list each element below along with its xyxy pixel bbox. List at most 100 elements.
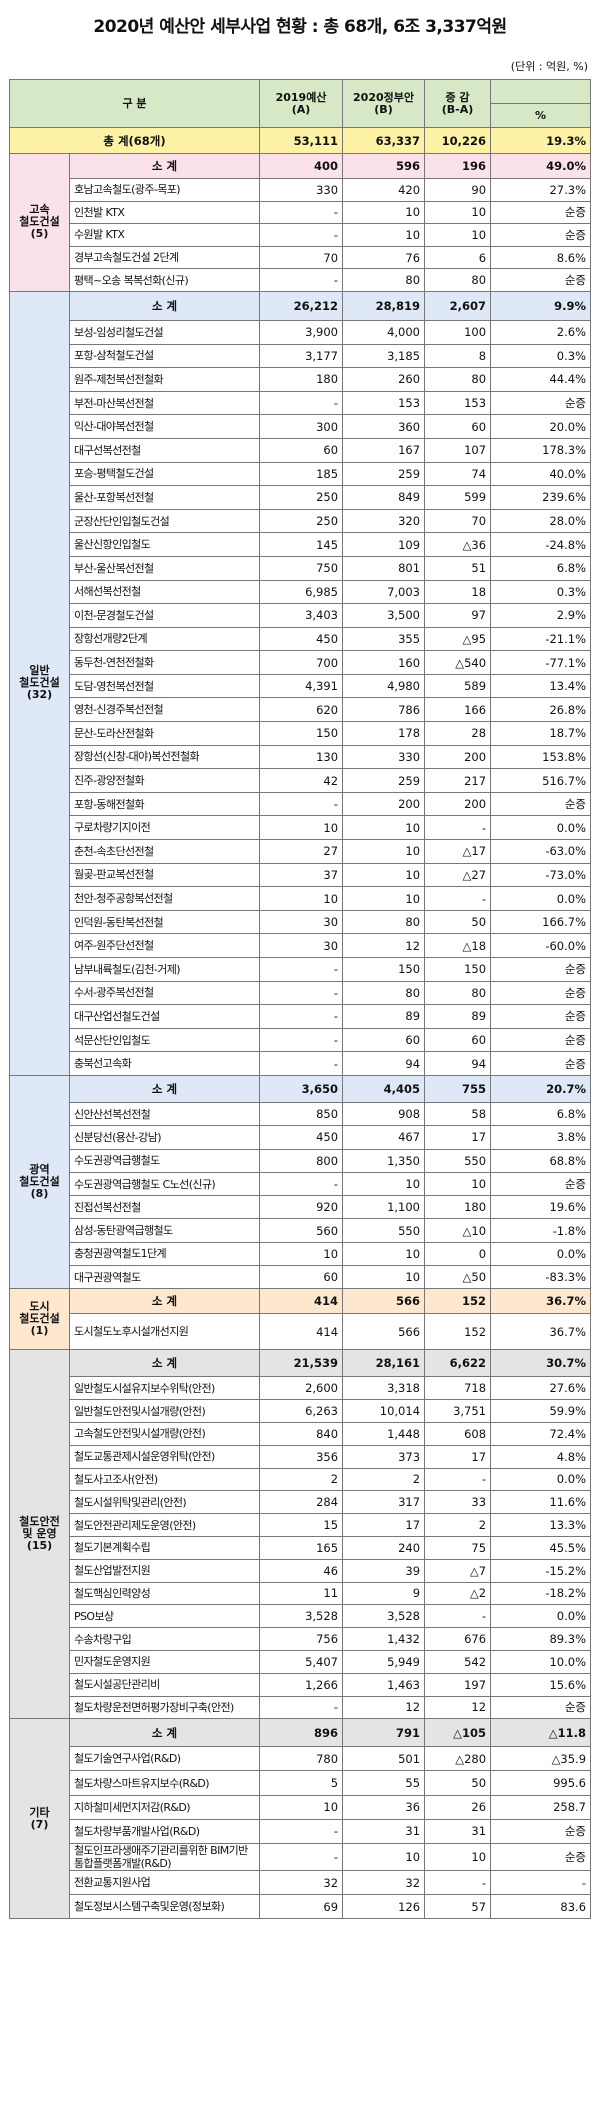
item-change: 550: [424, 1148, 492, 1173]
item-2020: 360: [342, 414, 426, 439]
item-2020: 12: [342, 1695, 426, 1720]
item-pct: 89.3%: [490, 1627, 592, 1651]
item-2019: -: [259, 1051, 344, 1076]
item-2020: 420: [342, 178, 426, 202]
header-category: 구 분: [8, 79, 261, 128]
item-pct: 순증: [490, 1027, 592, 1053]
table-row: 평택~오송 복복선화(신규) -80 80 순증: [10, 268, 592, 292]
subtotal-pct: 9.9%: [490, 290, 592, 321]
table-row: 보성-임성리철도건설 3,900 4,000 100 2.6%: [10, 319, 592, 345]
table-row: 철도기본계획수립 165 240 75 45.5%: [10, 1535, 592, 1560]
table-row: 수서-광주복선전철 -80 80 순증: [10, 980, 592, 1006]
total-2019: 53,111: [259, 127, 344, 154]
item-name: 군장산단인입철도건설: [68, 508, 261, 534]
item-name: 충청권광역철도1단계: [68, 1241, 261, 1267]
table-row: 부전-마산복선전철 -153 153 순증: [10, 390, 592, 416]
item-2020: 1,448: [342, 1421, 426, 1446]
item-2019: -: [259, 1818, 344, 1845]
item-name: 일반철도안전및시설개량(안전): [68, 1399, 261, 1423]
item-pct: 10.0%: [490, 1649, 592, 1674]
item-change: -: [424, 1467, 492, 1492]
table-row: 문산-도라산전철화 150 178 28 18.7%: [10, 721, 592, 746]
item-change: 166: [424, 697, 492, 723]
item-change: △17: [424, 839, 492, 864]
item-change: 197: [424, 1672, 492, 1697]
header-2020-sub: (B): [374, 102, 393, 116]
item-name: 울산신항인입철도: [68, 532, 261, 557]
item-change: 608: [424, 1421, 492, 1446]
item-2020: 4,980: [342, 673, 426, 699]
item-name: 지하철미세먼지저감(R&D): [68, 1794, 261, 1820]
item-name: 철도시설위탁및관리(안전): [68, 1490, 261, 1515]
item-pct: 순증: [490, 980, 592, 1006]
unit-note: (단위 : 억원, %): [510, 60, 588, 73]
item-2020: 36: [342, 1794, 426, 1820]
item-change: -: [424, 886, 492, 911]
page-title: 2020년 예산안 세부사업 현황 : 총 68개, 6조 3,337억원: [93, 17, 507, 37]
item-pct: △35.9: [490, 1746, 592, 1772]
item-2020: 3,185: [342, 343, 426, 369]
item-pct: 순증: [490, 1818, 592, 1845]
item-change: -: [424, 1870, 492, 1896]
item-2019: 2,600: [259, 1376, 344, 1401]
item-name: 수도권광역급행철도: [68, 1148, 261, 1173]
item-change: 18: [424, 579, 492, 605]
item-change: 75: [424, 1535, 492, 1560]
item-pct: 178.3%: [490, 437, 592, 463]
item-change: 58: [424, 1101, 492, 1127]
item-2020: 10: [342, 886, 426, 911]
item-change: 10: [424, 1843, 492, 1872]
item-2019: 10: [259, 1794, 344, 1820]
subtotal-change: △105: [424, 1718, 492, 1748]
item-2019: 850: [259, 1101, 344, 1127]
item-name: 이천-문경철도건설: [68, 603, 261, 628]
table-row: 철도시설공단관리비 1,266 1,463 197 15.6%: [10, 1672, 592, 1697]
group-label: 광역 철도건설 (8): [9, 1074, 70, 1290]
subtotal-2020: 596: [342, 153, 426, 179]
group-label: 기타 (7): [9, 1718, 70, 1920]
header-change-sub: (B-A): [441, 102, 474, 116]
item-2019: 42: [259, 768, 344, 793]
item-2020: 9: [342, 1581, 426, 1606]
subtotal-2019: 400: [259, 153, 344, 179]
item-pct: 20.0%: [490, 414, 592, 439]
item-pct: -83.3%: [490, 1265, 592, 1290]
subtotal-label: 소 계: [68, 1349, 261, 1378]
subtotal-pct: 49.0%: [490, 153, 592, 179]
table-row: 충북선고속화 -94 94 순증: [10, 1051, 592, 1076]
subtotal-2019: 414: [259, 1288, 344, 1315]
item-pct: 2.9%: [490, 603, 592, 628]
item-2020: 39: [342, 1558, 426, 1583]
item-pct: 0.0%: [490, 815, 592, 841]
item-2019: 69: [259, 1894, 344, 1920]
subtotal-label: 소 계: [68, 1074, 261, 1103]
item-2020: 801: [342, 555, 426, 581]
item-pct: 8.6%: [490, 245, 592, 270]
item-2020: 1,100: [342, 1195, 426, 1220]
subtotal-2019: 896: [259, 1718, 344, 1748]
item-name: 대구산업선철도건설: [68, 1004, 261, 1029]
item-2019: 130: [259, 744, 344, 770]
item-2019: 145: [259, 532, 344, 557]
table-row: 경부고속철도건설 2단계 70 76 6 8.6%: [10, 245, 592, 270]
item-change: 589: [424, 673, 492, 699]
item-change: 200: [424, 744, 492, 770]
item-2019: -: [259, 1027, 344, 1053]
item-name: 석문산단인입철도: [68, 1027, 261, 1053]
item-name: 울산-포항복선전철: [68, 485, 261, 510]
item-name: 철도안전관리제도운영(안전): [68, 1513, 261, 1537]
total-label: 총 계(68개): [8, 127, 261, 154]
item-2020: 566: [342, 1313, 426, 1351]
table-row: 철도차량부품개발사업(R&D) -31 31 순증: [10, 1818, 592, 1845]
item-change: 90: [424, 178, 492, 202]
item-pct: 순증: [490, 1171, 592, 1197]
subtotal-2019: 3,650: [259, 1074, 344, 1103]
header-pct: %: [490, 103, 592, 128]
item-2019: 5: [259, 1770, 344, 1796]
subtotal-2020: 28,819: [342, 290, 426, 321]
total-row: 총 계(68개) 53,111 63,337 10,226 19.3%: [8, 127, 592, 154]
table-row: 철도정보시스템구축및운영(정보화) 69 126 57 83.6: [10, 1894, 592, 1920]
item-2020: 10: [342, 1265, 426, 1290]
item-change: 50: [424, 909, 492, 935]
item-2019: 560: [259, 1218, 344, 1243]
